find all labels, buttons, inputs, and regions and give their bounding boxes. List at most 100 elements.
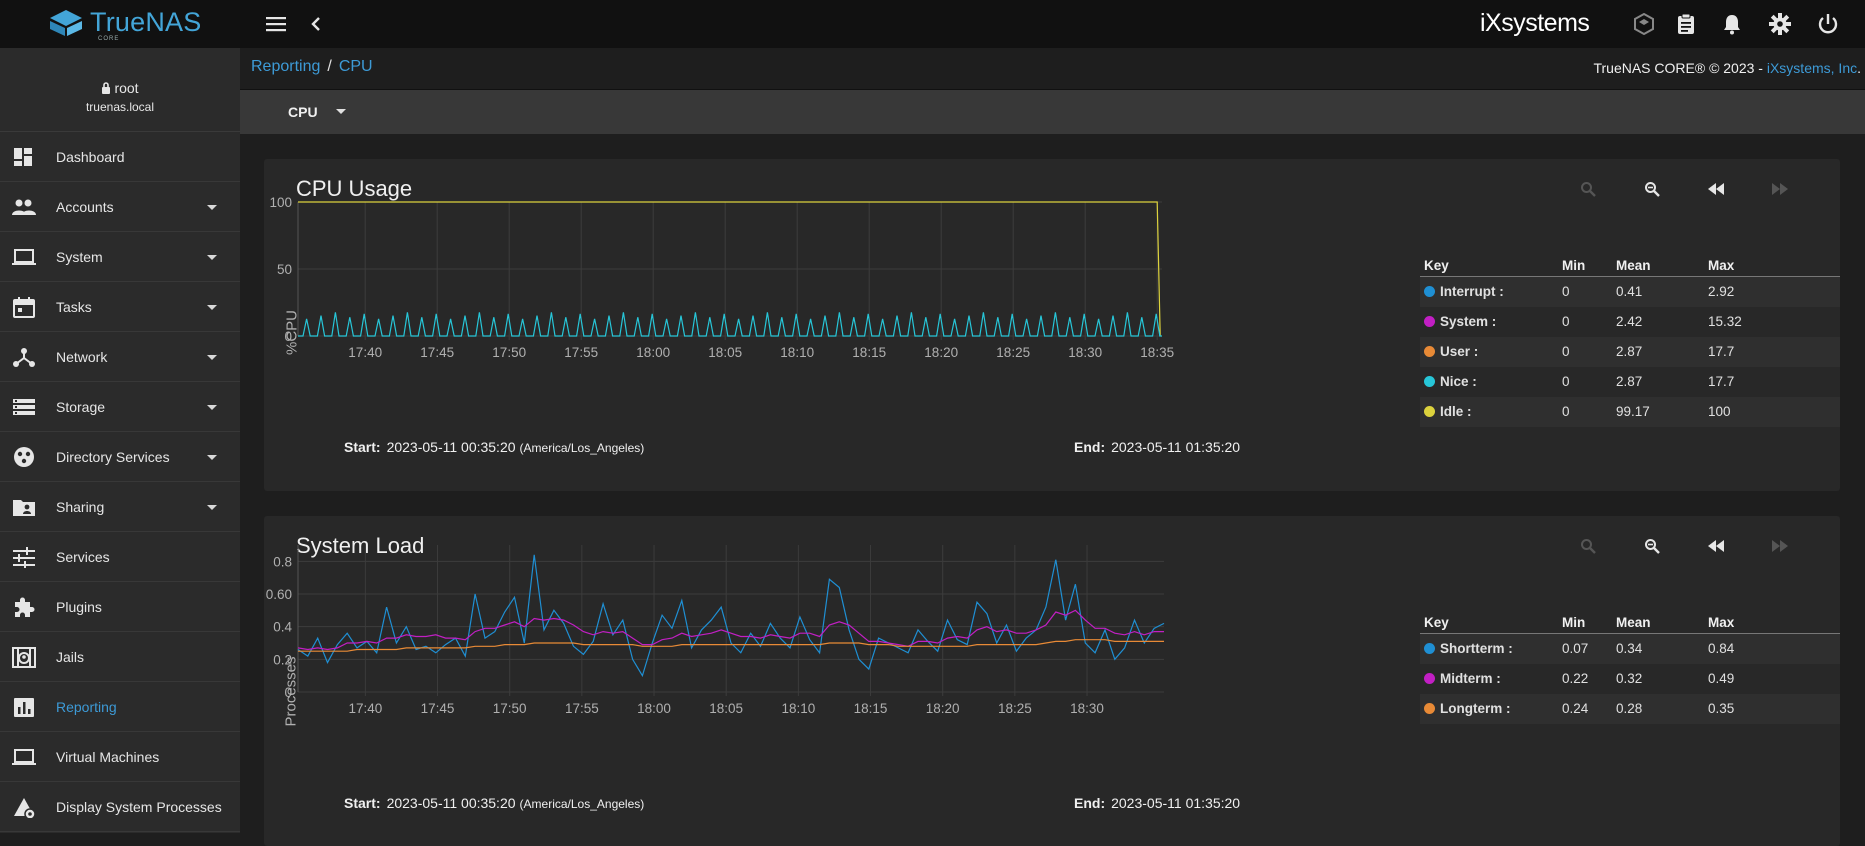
legend-header: Key Min Mean Max: [1420, 257, 1840, 277]
legend-name: Midterm :: [1440, 671, 1501, 686]
legend-min: 0: [1562, 314, 1570, 329]
legend-mean: 2.42: [1616, 314, 1643, 329]
chevron-down-icon[interactable]: [207, 455, 217, 460]
bell-icon[interactable]: [1720, 12, 1744, 36]
sidebar-item-label: Tasks: [56, 299, 92, 315]
zoom-out-icon[interactable]: [1640, 179, 1664, 199]
chevron-down-icon[interactable]: [207, 505, 217, 510]
x-tick-label: 17:50: [493, 701, 527, 716]
sidebar-item-accounts[interactable]: Accounts: [0, 182, 240, 232]
chevron-down-icon[interactable]: [207, 305, 217, 310]
sidebar-item-label: Accounts: [56, 199, 114, 215]
y-tick-label: 0: [284, 329, 292, 344]
sidebar-item-storage[interactable]: Storage: [0, 382, 240, 432]
clipboard-icon[interactable]: [1674, 12, 1698, 36]
start-range: Start: 2023-05-11 00:35:20 (America/Los_An…: [344, 795, 644, 811]
gear-icon[interactable]: [1768, 12, 1792, 36]
legend-max: 0.35: [1708, 701, 1735, 716]
computer-icon: [12, 749, 36, 765]
sidebar-item-services[interactable]: Services: [0, 532, 240, 582]
sidebar-item-label: Jails: [56, 649, 85, 665]
sidebar-item-sharing[interactable]: Sharing: [0, 482, 240, 532]
step-back-icon[interactable]: [1704, 536, 1728, 556]
legend-rows: Interrupt : 0 0.41 2.92 System : 0 2.42 15.32 Us…: [1420, 277, 1840, 427]
chevron-down-icon[interactable]: [207, 255, 217, 260]
breadcrumb-reporting-link[interactable]: Reporting: [251, 58, 321, 75]
breadcrumb-current[interactable]: CPU: [338, 58, 373, 75]
chevron-down-icon[interactable]: [207, 205, 217, 210]
menu-icon[interactable]: [264, 12, 288, 36]
legend-name: Idle :: [1440, 404, 1472, 419]
series-line-idle: [298, 201, 1161, 337]
legend-min: 0: [1562, 404, 1570, 419]
legend-mean: 2.87: [1616, 344, 1643, 359]
legend-swatch: [1424, 673, 1435, 684]
sidebar-item-label: Plugins: [56, 599, 102, 615]
zoom-in-icon[interactable]: [1576, 536, 1600, 556]
legend-min: 0: [1562, 374, 1570, 389]
legend-header-min: Min: [1562, 258, 1586, 273]
y-tick-label: 0.2: [273, 652, 292, 667]
legend-min: 0.07: [1562, 641, 1589, 656]
x-tick-label: 17:55: [565, 701, 599, 716]
sidebar-item-network[interactable]: Network: [0, 332, 240, 382]
chevron-down-icon[interactable]: [207, 355, 217, 360]
top-bar: TrueNAS CORE iXsystems: [0, 0, 1865, 48]
truenas-logo[interactable]: TrueNAS CORE: [48, 7, 201, 42]
sidebar-item-directory-services[interactable]: Directory Services: [0, 432, 240, 482]
sidebar-item-label: Services: [56, 549, 110, 565]
legend-row: System : 0 2.42 15.32: [1420, 307, 1840, 337]
copyright-end: .: [1857, 60, 1861, 76]
x-tick-label: 18:25: [996, 345, 1030, 360]
chevron-down-icon[interactable]: [207, 405, 217, 410]
x-tick-label: 17:40: [348, 345, 382, 360]
legend-rows: Shortterm : 0.07 0.34 0.84 Midterm : 0.22 0.32…: [1420, 634, 1840, 724]
zoom-out-icon[interactable]: [1640, 536, 1664, 556]
sidebar: root truenas.local Dashboard Accounts Syst…: [0, 48, 240, 833]
x-tick-label: 18:35: [1140, 345, 1174, 360]
power-icon[interactable]: [1816, 12, 1840, 36]
legend-min: 0.24: [1562, 701, 1589, 716]
system-load-card: System Load Processes 0 0.2 0.4 0.60 0.8 17:4…: [264, 516, 1840, 846]
sidebar-item-plugins[interactable]: Plugins: [0, 582, 240, 632]
step-forward-icon[interactable]: [1768, 179, 1792, 199]
sidebar-item-label: Virtual Machines: [56, 749, 160, 765]
sidebar-item-reporting[interactable]: Reporting: [0, 682, 240, 732]
report-type-select[interactable]: CPU: [288, 104, 318, 120]
host-name: truenas.local: [85, 100, 155, 114]
end-label: End:: [1074, 439, 1106, 455]
legend-header-key: Key: [1424, 615, 1449, 630]
legend-mean: 0.41: [1616, 284, 1643, 299]
sidebar-item-label: Dashboard: [56, 149, 125, 165]
sidebar-item-virtual-machines[interactable]: Virtual Machines: [0, 732, 240, 782]
dashboard-icon: [14, 148, 32, 166]
sidebar-item-system[interactable]: System: [0, 232, 240, 282]
sidebar-item-jails[interactable]: Jails: [0, 632, 240, 682]
sidebar-item-label: Reporting: [56, 699, 117, 715]
legend-min: 0: [1562, 284, 1570, 299]
end-value: 2023-05-11 01:35:20: [1111, 795, 1241, 811]
end-range: End: 2023-05-11 01:35:20: [1074, 795, 1240, 811]
sidebar-item-label: Directory Services: [56, 449, 170, 465]
ixsystems-link[interactable]: iXsystems, Inc: [1766, 60, 1858, 76]
sidebar-item-tasks[interactable]: Tasks: [0, 282, 240, 332]
legend-mean: 0.32: [1616, 671, 1643, 686]
breadcrumb-bar: Reporting / CPU TrueNAS CORE® © 2023 - iXs…: [240, 48, 1865, 90]
copyright: TrueNAS CORE® © 2023 - iXsystems, Inc.: [1593, 60, 1861, 76]
legend-name: User :: [1440, 344, 1479, 359]
legend-row: Longterm : 0.24 0.28 0.35: [1420, 694, 1840, 724]
legend-name: System :: [1440, 314, 1497, 329]
step-forward-icon[interactable]: [1768, 536, 1792, 556]
x-tick-label: 18:05: [709, 701, 743, 716]
sidebar-item-display-system-processes[interactable]: Display System Processes: [0, 782, 240, 832]
chevron-left-icon[interactable]: [304, 12, 328, 36]
legend-min: 0: [1562, 344, 1570, 359]
step-back-icon[interactable]: [1704, 179, 1728, 199]
sidebar-item-dashboard[interactable]: Dashboard: [0, 132, 240, 182]
zoom-in-icon[interactable]: [1576, 179, 1600, 199]
jail-icon: [12, 647, 36, 668]
legend-max: 15.32: [1708, 314, 1742, 329]
truecommand-icon[interactable]: [1632, 12, 1656, 36]
chevron-down-icon[interactable]: [336, 109, 346, 114]
series-line-midterm: [297, 609, 1164, 651]
